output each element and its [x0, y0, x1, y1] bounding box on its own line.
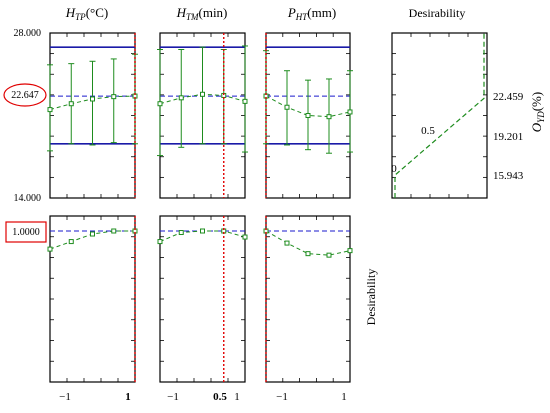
prediction-point-2-5 [242, 98, 248, 104]
factor-3-name: P [287, 5, 296, 20]
desirability-panel-3 [265, 215, 351, 383]
svg-text:PHT(mm): PHT(mm) [287, 5, 336, 22]
desirability-point-3-3 [305, 251, 311, 257]
prediction-point-2-2 [178, 95, 184, 101]
desirability-value: 1.0000 [12, 227, 40, 238]
factor-2-unit: (min) [199, 5, 228, 20]
desirability-point-2-3 [200, 228, 205, 234]
desir-tick-1: 22.459 [493, 91, 524, 103]
desirability-axis-label: Desirability [364, 269, 378, 326]
prediction-point-3-5 [347, 109, 353, 115]
prediction-point-3-4 [326, 114, 332, 120]
desirability-point-1-4 [111, 228, 117, 234]
desirability-point-3-4 [326, 252, 332, 258]
desir-tick-2: 19.201 [493, 131, 523, 143]
svg-text:HTP(°C): HTP(°C) [65, 5, 108, 22]
factor-3-unit: (mm) [307, 5, 336, 20]
desirability-point-2-5 [242, 234, 248, 240]
desirability-point-3-5 [347, 248, 353, 254]
desirability-panel-1 [49, 215, 136, 383]
x-tick-f3-min: −1 [276, 391, 288, 403]
factor-header-3: PHT(mm) [287, 5, 336, 22]
x-tick-f3-max: 1 [341, 391, 347, 403]
desirability-point-1-2 [68, 239, 74, 245]
response-subscript: YD [536, 111, 546, 123]
prediction-point-1-2 [68, 101, 74, 107]
desirability-panel-title: Desirability [409, 6, 466, 20]
prediction-point-2-3 [200, 91, 205, 97]
top-y-min-label: 14.000 [14, 193, 42, 204]
desirability-point-1-3 [90, 231, 95, 237]
desirability-series-line-3 [265, 230, 351, 256]
x-tick-f2-current: 0.5 [213, 391, 227, 403]
desirability-point-3-2 [284, 240, 290, 246]
desirability-point-2-2 [178, 230, 184, 236]
prediction-highlight-oval [3, 83, 47, 107]
prediction-series-line-3 [265, 95, 351, 118]
factor-1-name: H [65, 5, 76, 20]
x-tick-f2-max: 1 [234, 391, 240, 403]
svg-text:HTM(min): HTM(min) [176, 5, 228, 22]
factor-2-name: H [176, 5, 187, 20]
x-tick-f1-min: −1 [59, 391, 71, 403]
top-y-max-label: 28.000 [14, 28, 42, 39]
desirability-point-1-1 [47, 246, 53, 252]
prediction-point-3-2 [284, 104, 290, 110]
response-name: O [529, 122, 544, 132]
desirability-function-panel [391, 32, 488, 199]
factor-header-1: HTP(°C) [65, 5, 108, 22]
prediction-point-1-4 [111, 94, 117, 100]
factor-2-subscript: TM [186, 12, 199, 22]
x-tick-f1-current: 1 [125, 391, 131, 403]
prediction-point-1-1 [47, 107, 53, 113]
factor-header-2: HTM(min) [176, 5, 228, 22]
factor-1-unit: (°C) [86, 5, 109, 20]
desirability-highlight-box [5, 221, 47, 243]
factor-1-subscript: TP [75, 12, 86, 22]
x-tick-f2-min: −1 [167, 391, 179, 403]
desirability-function-curve [394, 33, 485, 198]
prediction-value: 22.647 [11, 90, 39, 101]
prediction-point-1-3 [90, 96, 95, 102]
response-unit: (%) [529, 92, 544, 112]
prediction-point-3-3 [305, 113, 311, 118]
factor-3-subscript: HT [295, 12, 308, 22]
desir-curve-label-1: 0.5 [421, 125, 435, 137]
desir-tick-3: 15.943 [493, 170, 524, 182]
prediction-point-2-1 [157, 101, 163, 107]
response-axis-label: OYD(%) [529, 92, 546, 132]
desirability-point-2-1 [157, 239, 163, 245]
desirability-panel-2 [159, 215, 246, 383]
desir-curve-label-2: 0 [391, 163, 397, 175]
